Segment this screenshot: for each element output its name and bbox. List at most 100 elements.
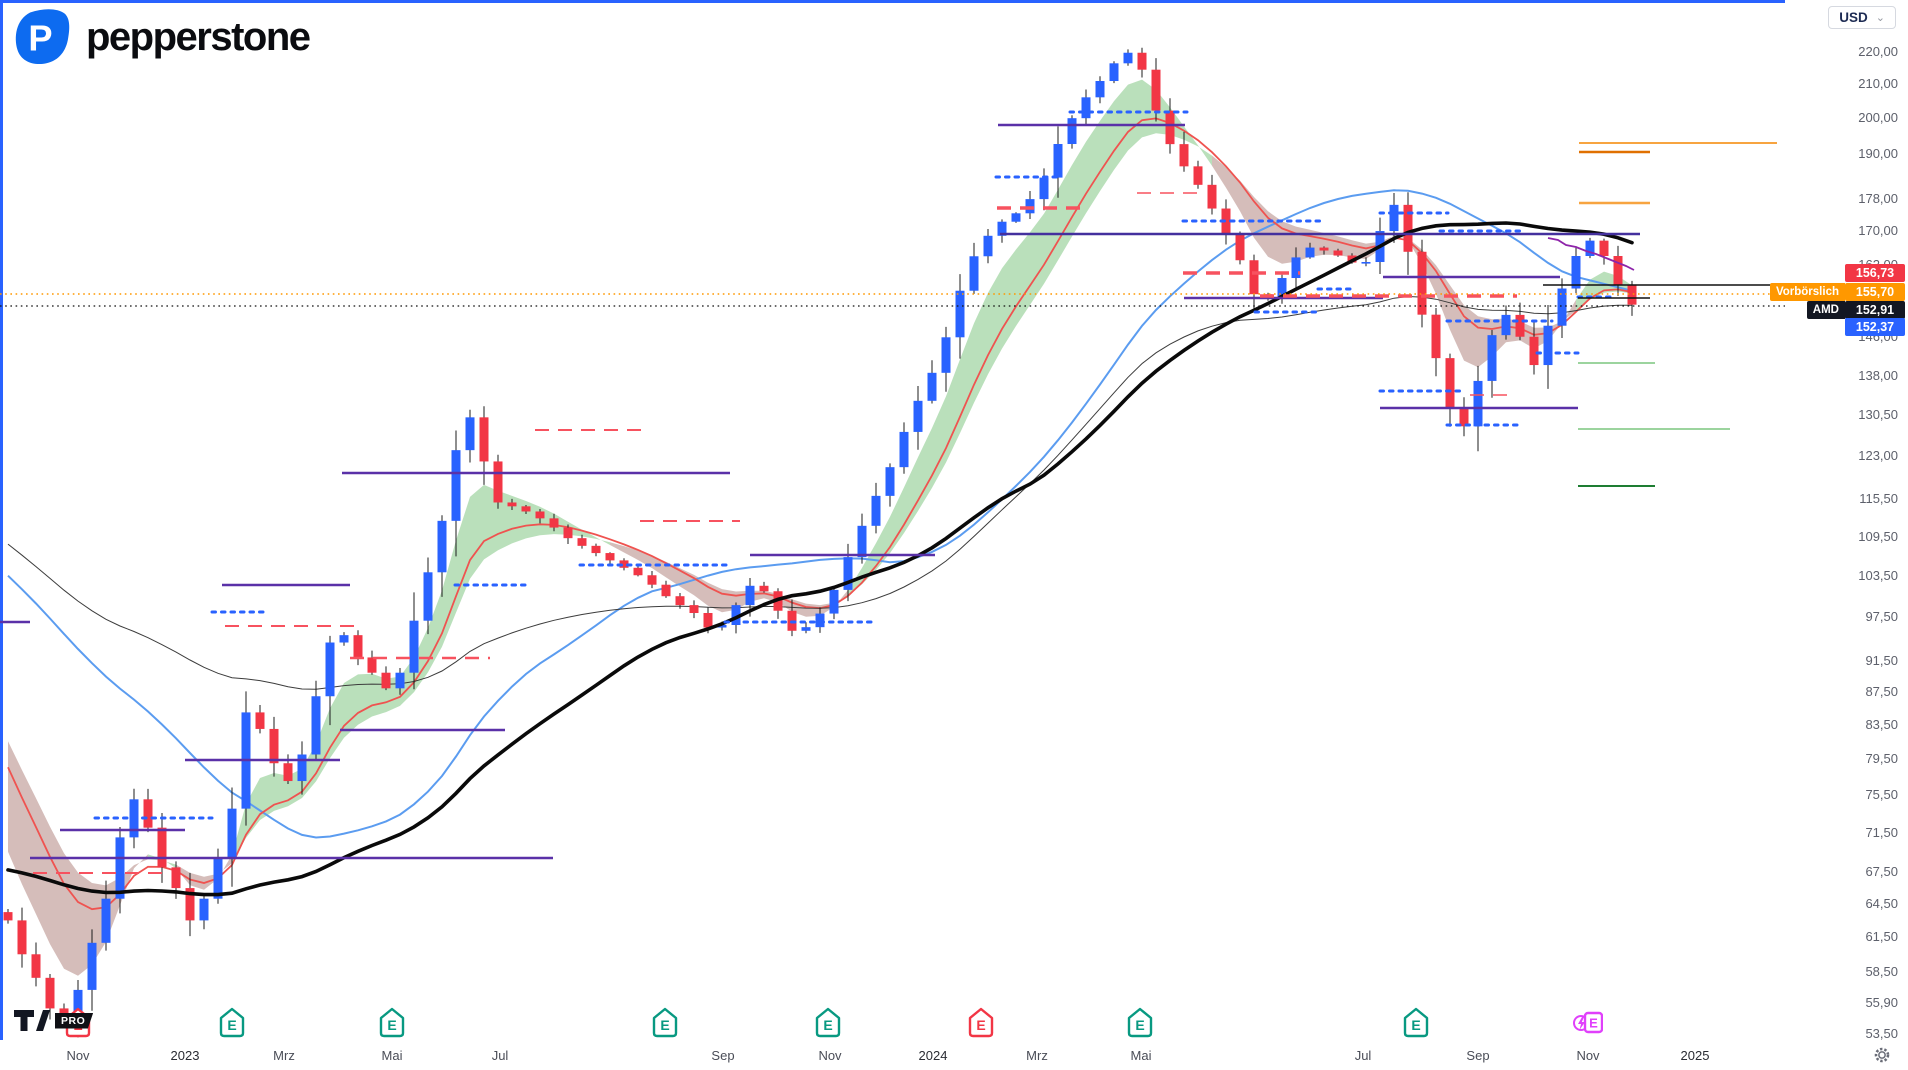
candle-body (535, 511, 545, 519)
candle-body (1151, 69, 1161, 111)
pepperstone-logo-icon: P (15, 9, 70, 65)
candle-body (1179, 144, 1189, 167)
candle-body (171, 867, 181, 889)
price-tick-label: 178,00 (1858, 191, 1898, 207)
candle-body (1193, 166, 1203, 185)
price-tick-label: 55,90 (1865, 995, 1898, 1011)
candle-body (73, 989, 83, 1022)
candle-body (381, 672, 391, 689)
currency-selector[interactable]: USD ⌄ (1828, 6, 1896, 29)
time-tick-label: Sep (1466, 1048, 1490, 1063)
earnings-icon[interactable]: E (217, 1006, 247, 1039)
candle-body (1431, 314, 1441, 359)
svg-text:E: E (976, 1017, 985, 1033)
candle-body (31, 954, 41, 978)
candle-body (423, 572, 433, 621)
candle-body (1543, 325, 1553, 366)
upcoming-earnings-icon[interactable]: E (1573, 1006, 1604, 1039)
tradingview-logo-icon (14, 1010, 50, 1031)
candle-body (1389, 204, 1399, 232)
price-label-tag: AMD (1806, 301, 1845, 319)
currency-label: USD (1839, 10, 1868, 25)
candle-body (857, 525, 867, 558)
svg-text:E: E (227, 1017, 236, 1033)
price-tick-label: 210,00 (1858, 76, 1898, 92)
candle-body (1025, 199, 1035, 214)
candle-body (1137, 52, 1147, 70)
candle-body (745, 585, 755, 606)
earnings-icon[interactable]: E (966, 1006, 996, 1039)
candle-body (493, 461, 503, 503)
gear-icon[interactable] (1873, 1046, 1891, 1064)
candle-body (871, 495, 881, 526)
candle-body (521, 506, 531, 512)
candle-body (1501, 314, 1511, 336)
candle-body (325, 642, 335, 697)
time-tick-label: Mrz (273, 1048, 295, 1063)
candle-body (983, 235, 993, 257)
candle-body (815, 613, 825, 628)
time-axis[interactable]: Nov 2023 Mrz Mai Jul Sep Nov 2024 Mrz Mai Jul Sep No… (0, 1007, 1785, 1070)
time-tick-label: Mai (1130, 1048, 1152, 1063)
price-tick-label: 200,00 (1858, 110, 1898, 126)
candle-body (1123, 52, 1133, 64)
candle-body (1109, 63, 1119, 82)
price-label-chip: 156,73 (1845, 264, 1905, 282)
price-chart-canvas (0, 47, 1785, 1038)
candle-body (255, 712, 265, 729)
candle-body (899, 431, 909, 468)
price-label-tag: Vorbörslich (1769, 283, 1845, 301)
candle-body (311, 696, 321, 755)
time-tick-label: Jul (491, 1048, 509, 1063)
earnings-icon[interactable]: E (377, 1006, 407, 1039)
candle-body (829, 589, 839, 614)
tradingview-attribution[interactable]: PRO (14, 1010, 94, 1031)
candle-body (885, 467, 895, 496)
candle-body (1473, 380, 1483, 427)
time-tick-label: Mrz (1026, 1048, 1048, 1063)
ma-ribbon (848, 79, 1212, 596)
earnings-icon[interactable]: E (1401, 1006, 1431, 1039)
time-tick-label: 2024 (918, 1048, 948, 1063)
candle-body (1067, 118, 1077, 145)
price-tick-label: 53,50 (1865, 1025, 1898, 1041)
price-tick-label: 67,50 (1865, 864, 1898, 880)
ma-black-line (6, 221, 1634, 897)
candle-body (1613, 256, 1623, 285)
price-label-chip: 152,37 (1845, 318, 1905, 336)
ma-ribbon (1212, 155, 1394, 264)
candle-body (3, 912, 13, 921)
earnings-icon[interactable]: E (813, 1006, 843, 1039)
candle-body (1585, 240, 1595, 257)
candle-body (1599, 240, 1609, 257)
price-axis[interactable]: USD ⌄ 220,00 210,00 200,00 190,00 178,00 170,… (1769, 0, 1908, 1070)
candle-body (759, 585, 769, 592)
candle-body (437, 520, 447, 573)
candle-body (731, 605, 741, 626)
candle-body (1221, 208, 1231, 234)
earnings-icon[interactable]: E (650, 1006, 680, 1039)
candle-body (1445, 358, 1455, 408)
ma-blue-line (7, 189, 1633, 839)
candle-body (801, 627, 811, 631)
candle-body (507, 502, 517, 507)
price-tick-label: 115,50 (1859, 491, 1898, 507)
svg-text:E: E (1411, 1017, 1420, 1033)
time-tick-label: Jul (1354, 1048, 1372, 1063)
price-tick-label: 91,50 (1865, 653, 1898, 669)
price-tick-label: 79,50 (1865, 750, 1898, 766)
candle-body (619, 560, 629, 568)
candle-body (1557, 288, 1567, 326)
candle-body (675, 596, 685, 606)
candle-body (479, 417, 489, 462)
candle-body (367, 657, 377, 673)
earnings-icon[interactable]: E (1125, 1006, 1155, 1039)
candle-body (269, 728, 279, 764)
price-tick-label: 190,00 (1858, 145, 1898, 161)
ma-ribbon (232, 484, 610, 864)
pro-badge: PRO (55, 1012, 94, 1029)
price-tick-label: 109,50 (1858, 528, 1898, 544)
time-tick-label: Nov (66, 1048, 90, 1063)
price-tick-label: 170,00 (1858, 223, 1898, 239)
